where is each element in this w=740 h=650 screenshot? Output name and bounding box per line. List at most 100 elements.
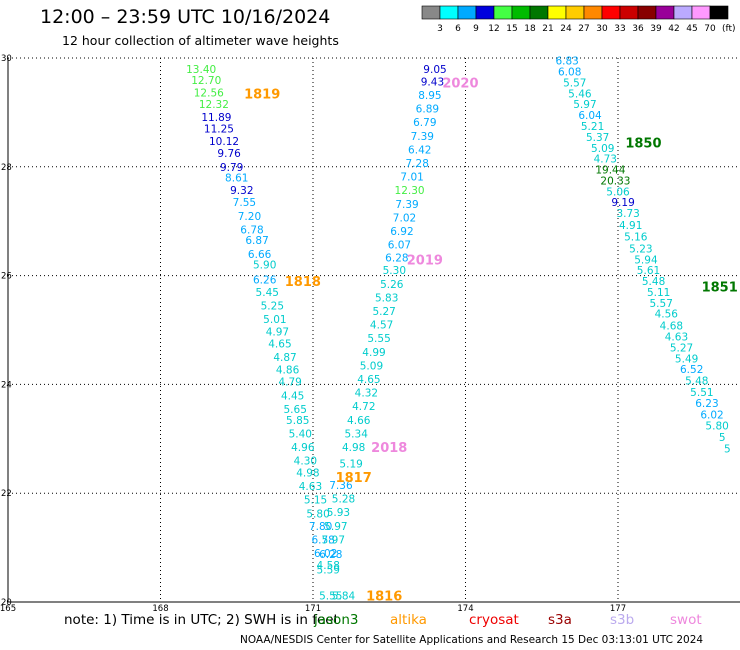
data-point-label: 6.78	[311, 534, 334, 546]
data-point-label: 4.97	[266, 327, 289, 339]
legend-sat-cryosat: cryosat	[469, 612, 519, 628]
data-point-label: 4.73	[594, 154, 617, 166]
legend-sat-jason3: jason3	[314, 612, 359, 628]
x-tick-label: 177	[610, 604, 626, 614]
data-point-label: 5.80	[306, 508, 329, 520]
colorbar-tick-label: 70	[704, 24, 716, 34]
data-point-label: 5.84	[332, 590, 356, 602]
data-point-label: 5.48	[642, 276, 665, 288]
legend-sat-s3b: s3b	[610, 612, 635, 628]
data-point-label: 6.02	[314, 548, 337, 560]
data-point-label: 19.44	[595, 165, 625, 177]
data-point-label: 12.56	[194, 87, 224, 99]
data-point-label: 20.33	[600, 175, 630, 187]
data-point-label: 6.28	[385, 253, 408, 265]
data-point-label: 6.07	[388, 240, 411, 252]
data-point-label: 7.02	[393, 212, 416, 224]
data-point-label: 5.09	[360, 360, 383, 372]
data-point-label: 9.32	[230, 185, 253, 197]
data-point-label: 5.16	[624, 231, 648, 243]
data-point-label: 7.28	[406, 158, 429, 170]
data-point-label: 6.52	[680, 364, 703, 376]
data-point-label: 5.46	[568, 88, 592, 100]
data-point-label: 7.80	[309, 521, 332, 533]
x-tick-label: 171	[305, 604, 321, 614]
colorbar-tick-label: 18	[524, 24, 536, 34]
colorbar-tick-label: 33	[614, 24, 625, 34]
colorbar-tick-label: 12	[488, 24, 499, 34]
data-point-label: 6.78	[240, 224, 263, 236]
data-point-label: 5.97	[573, 99, 596, 111]
legend-sat-altika: altika	[390, 612, 427, 628]
data-point-label: 5.21	[581, 121, 604, 133]
data-point-label: 5.93	[327, 507, 350, 519]
data-point-label: 4.30	[294, 456, 317, 468]
colorbar-swatch	[709, 5, 729, 20]
x-tick-label: 174	[457, 604, 473, 614]
y-tick-label: 22	[1, 489, 12, 499]
data-point-label: 9.76	[217, 148, 241, 160]
colorbar-tick-label: 45	[686, 24, 697, 34]
footer-credit: NOAA/NESDIS Center for Satellite Applica…	[240, 634, 704, 646]
data-point-label: 8.95	[418, 90, 441, 102]
colorbar-tick-label: 42	[668, 24, 679, 34]
pass-id-label: 2020	[442, 76, 478, 91]
data-point-label: 4.57	[370, 320, 393, 332]
pass-id-label: 2019	[407, 253, 443, 268]
data-point-label: 12.70	[191, 75, 221, 87]
colorbar-tick-label: 15	[506, 24, 517, 34]
data-point-label: 11.25	[204, 124, 234, 136]
pass-id-label: 1816	[366, 589, 402, 604]
data-point-label: 4.58	[317, 560, 340, 572]
data-point-label: 5.27	[372, 306, 395, 318]
data-point-label: 5.85	[286, 415, 309, 427]
data-point-label: 9.19	[611, 197, 634, 209]
data-point-label: 11.89	[201, 112, 231, 124]
legend-sat-s3a: s3a	[548, 612, 572, 628]
chart-title: 12:00 – 23:59 UTC 10/16/2024	[40, 6, 331, 28]
data-point-label: 4.56	[655, 309, 679, 321]
data-point-label: 5.55	[319, 590, 342, 602]
data-point-label: 5.65	[284, 404, 307, 416]
data-point-label: 5.45	[256, 287, 279, 299]
data-point-label: 5.97	[324, 521, 347, 533]
data-point-label: 5.34	[345, 428, 369, 440]
pass-id-label: 1819	[244, 87, 280, 102]
data-point-label: 6.89	[416, 104, 439, 116]
data-point-label: 5.57	[563, 77, 586, 89]
data-point-label: 7.39	[395, 199, 418, 211]
data-point-label: 5.49	[675, 353, 698, 365]
data-point-label: 5.28	[332, 494, 355, 506]
data-point-label: 13.40	[186, 64, 216, 76]
data-point-label: 6.66	[248, 249, 272, 261]
y-tick-label: 26	[1, 272, 12, 282]
colorbar-tick-label: 24	[560, 24, 572, 34]
y-tick-label: 30	[1, 54, 12, 64]
data-point-label: 7.20	[238, 211, 261, 223]
data-point-label: 5.01	[263, 314, 286, 326]
data-point-label: 6.08	[558, 67, 581, 79]
data-point-label: 6.79	[413, 117, 436, 129]
chart-subtitle: 12 hour collection of altimeter wave hei…	[62, 33, 339, 48]
data-point-label: 6.87	[245, 235, 268, 247]
data-point-label: 4.45	[281, 390, 304, 402]
data-point-label: 4.99	[362, 347, 385, 359]
y-tick-label: 24	[1, 380, 12, 390]
data-point-label: 5.51	[690, 387, 713, 399]
data-point-label: 5.23	[629, 243, 652, 255]
data-point-label: 5.59	[317, 564, 340, 576]
pass-id-label: 1818	[285, 275, 321, 290]
data-point-label: 5	[719, 432, 726, 444]
data-point-label: 5.94	[634, 254, 658, 266]
data-point-label: 9.79	[220, 162, 243, 174]
data-point-label: 4.72	[352, 401, 375, 413]
data-point-label: 4.32	[355, 388, 378, 400]
colorbar-tick-label: 9	[473, 24, 479, 34]
data-point-label: 4.86	[276, 365, 300, 377]
data-point-label: 7.36	[329, 480, 353, 492]
data-point-label: 4.65	[268, 339, 291, 351]
data-point-label: 5.57	[650, 298, 673, 310]
data-point-label: 4.98	[296, 468, 319, 480]
data-point-label: 12.32	[199, 99, 229, 111]
data-point-label: 5.37	[586, 132, 609, 144]
